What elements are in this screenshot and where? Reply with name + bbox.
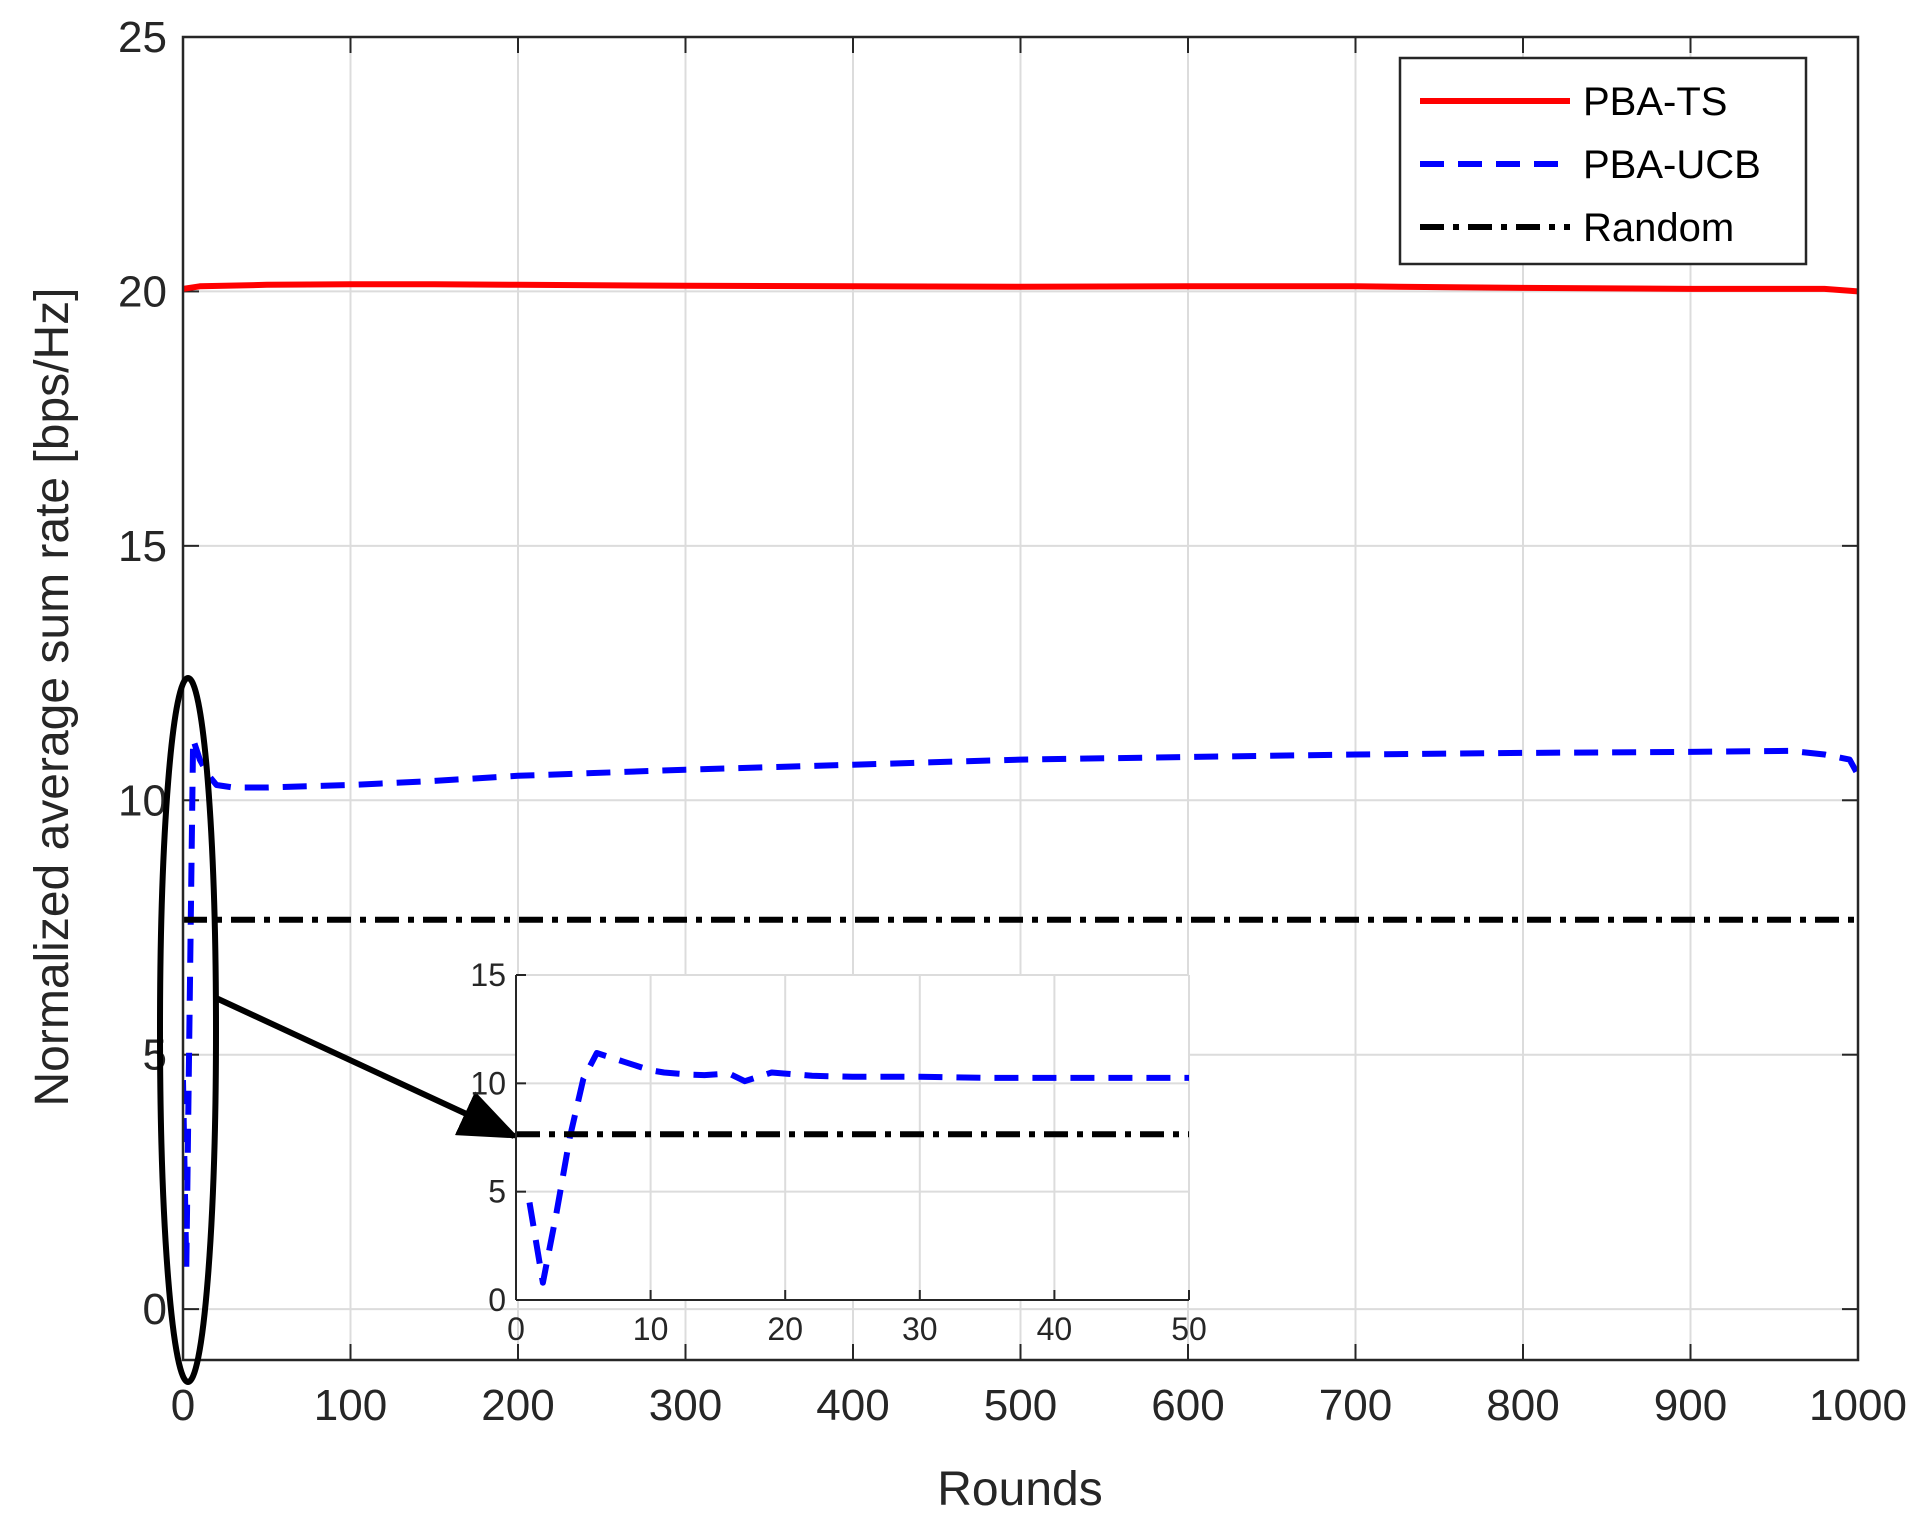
x-tick-label: 800 bbox=[1486, 1381, 1559, 1430]
x-tick-labels: 0 100 200 300 400 500 600 700 800 900 1000 bbox=[171, 1381, 1907, 1430]
inset-x-tick-labels: 0 10 20 30 40 50 bbox=[507, 1311, 1207, 1347]
x-tick-label: 700 bbox=[1319, 1381, 1392, 1430]
x-tick-label: 1000 bbox=[1809, 1381, 1907, 1430]
y-axis-label: Normalized average sum rate [bps/Hz] bbox=[26, 288, 79, 1107]
y-tick-label: 10 bbox=[470, 1065, 506, 1101]
legend: PBA-TS PBA-UCB Random bbox=[1398, 56, 1808, 266]
y-tick-label: 25 bbox=[118, 13, 167, 62]
inset-series bbox=[516, 1050, 1189, 1286]
y-tick-label: 5 bbox=[143, 1031, 167, 1080]
y-tick-label: 5 bbox=[488, 1174, 506, 1210]
inset-plot-area bbox=[516, 975, 1189, 1300]
legend-label-random: Random bbox=[1583, 206, 1734, 250]
legend-label-pba-ts: PBA-TS bbox=[1583, 80, 1727, 124]
y-tick-label: 15 bbox=[118, 522, 167, 571]
y-tick-label: 0 bbox=[488, 1282, 506, 1318]
zoom-ellipse bbox=[157, 675, 219, 1385]
x-tick-label: 20 bbox=[767, 1311, 803, 1347]
inset-y-tick-labels: 0 5 10 15 bbox=[470, 957, 506, 1318]
series-line-pba-ts bbox=[183, 281, 1858, 295]
y-tick-label: 15 bbox=[470, 957, 506, 993]
main-tick-marks bbox=[182, 36, 1859, 1360]
x-tick-label: 50 bbox=[1171, 1311, 1207, 1347]
x-tick-label: 200 bbox=[481, 1381, 554, 1430]
x-tick-label: 600 bbox=[1151, 1381, 1224, 1430]
main-series bbox=[183, 281, 1858, 1272]
y-tick-label: 10 bbox=[118, 776, 167, 825]
x-tick-label: 100 bbox=[314, 1381, 387, 1430]
legend-label-pba-ucb: PBA-UCB bbox=[1583, 143, 1761, 187]
x-tick-label: 40 bbox=[1037, 1311, 1073, 1347]
y-tick-label: 0 bbox=[143, 1285, 167, 1334]
x-tick-label: 30 bbox=[902, 1311, 938, 1347]
x-axis-label: Rounds bbox=[937, 1463, 1102, 1516]
x-tick-label: 900 bbox=[1654, 1381, 1727, 1430]
x-tick-label: 500 bbox=[984, 1381, 1057, 1430]
y-tick-label: 20 bbox=[118, 267, 167, 316]
x-tick-label: 400 bbox=[816, 1381, 889, 1430]
plot-frame bbox=[181, 35, 1860, 1362]
series-line-pba-ucb bbox=[183, 736, 1858, 1272]
x-tick-label: 0 bbox=[507, 1311, 525, 1347]
zoom-arrow bbox=[214, 995, 520, 1139]
series-line-dashed-0 bbox=[526, 1050, 1189, 1286]
y-tick-labels: 0 5 10 15 20 25 bbox=[118, 13, 167, 1334]
x-tick-label: 300 bbox=[649, 1381, 722, 1430]
x-tick-label: 10 bbox=[633, 1311, 669, 1347]
x-tick-label: 0 bbox=[171, 1381, 195, 1430]
